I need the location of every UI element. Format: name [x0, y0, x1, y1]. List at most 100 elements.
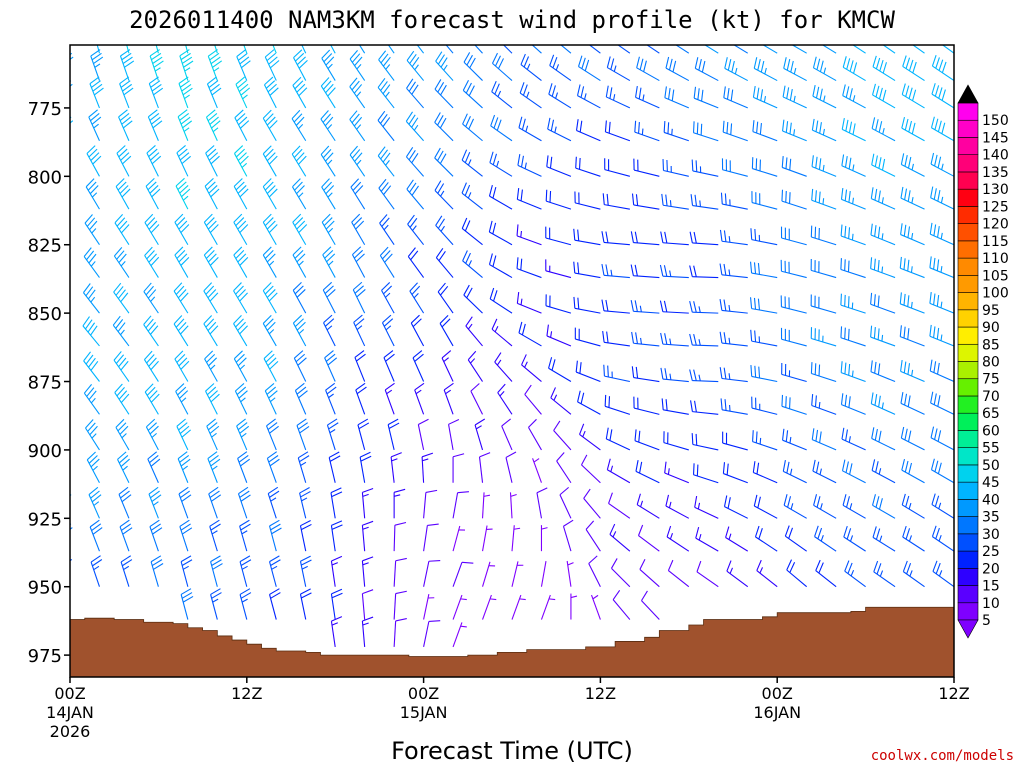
colorbar-min-arrow — [958, 620, 978, 638]
wind-barb — [322, 214, 335, 245]
y-tick-label: 875 — [28, 373, 62, 394]
wind-barb — [292, 146, 306, 176]
wind-barb — [175, 247, 189, 278]
wind-barb — [234, 351, 246, 382]
wind-barb — [394, 522, 406, 551]
colorbar-label: 20 — [982, 561, 1000, 577]
wind-barb — [842, 154, 866, 176]
wind-barb — [662, 194, 689, 209]
wind-barb — [690, 301, 719, 313]
wind-barb — [751, 228, 777, 244]
wind-barb — [691, 194, 718, 209]
wind-barb — [783, 120, 807, 141]
wind-barb — [607, 57, 630, 81]
wind-barb — [812, 189, 836, 209]
wind-barb — [636, 460, 659, 483]
wind-barb — [720, 264, 748, 278]
wind-barb — [841, 188, 865, 209]
wind-barb — [413, 351, 424, 382]
wind-barb — [751, 297, 778, 313]
wind-barb — [667, 526, 689, 551]
wind-barb — [665, 86, 689, 107]
wind-barb — [211, 556, 223, 587]
wind-barb — [517, 292, 541, 313]
wind-barb — [537, 488, 547, 518]
wind-barb — [331, 488, 342, 518]
wind-barb — [293, 282, 305, 313]
wind-barb — [546, 259, 571, 277]
wind-barb — [696, 527, 719, 551]
wind-barb — [930, 292, 954, 313]
wind-barb — [483, 562, 496, 587]
wind-barb — [636, 86, 660, 108]
wind-barb — [666, 495, 689, 518]
wind-barb — [843, 84, 866, 107]
wind-barb — [576, 157, 601, 177]
wind-barb — [435, 148, 453, 176]
wind-barb — [424, 561, 441, 587]
wind-barb — [418, 419, 428, 450]
wind-barb — [578, 391, 601, 415]
wind-barb — [453, 562, 473, 586]
wind-barb — [610, 524, 630, 551]
wind-barb — [238, 487, 250, 518]
wind-barb — [603, 331, 630, 346]
colorbar-label: 140 — [982, 148, 1009, 164]
wind-barb — [331, 556, 341, 586]
wind-barb — [119, 487, 131, 518]
wind-barb — [695, 57, 718, 80]
wind-barb — [180, 520, 192, 551]
wind-barb — [512, 525, 520, 551]
wind-barb — [453, 526, 465, 551]
wind-barb — [557, 452, 571, 482]
wind-barb — [811, 327, 836, 346]
wind-barb — [292, 179, 305, 210]
wind-barb — [694, 121, 719, 140]
wind-barb — [631, 300, 659, 313]
wind-barb — [841, 361, 865, 381]
wind-barb — [571, 594, 577, 620]
wind-barb — [720, 367, 748, 381]
wind-barb — [115, 214, 129, 244]
wind-barb — [522, 354, 542, 381]
wind-barb — [872, 427, 895, 450]
wind-barb — [145, 247, 159, 277]
wind-barb — [903, 56, 925, 81]
colorbar-label: 115 — [982, 234, 1009, 250]
wind-barb — [567, 561, 573, 587]
wind-barb — [694, 463, 719, 482]
plot-area — [53, 22, 954, 677]
x-tick-label: 00Z — [762, 684, 793, 703]
colorbar-label: 70 — [982, 389, 1000, 405]
wind-barb — [574, 229, 601, 245]
wind-barb — [483, 492, 490, 518]
wind-barb — [205, 178, 219, 209]
wind-barb — [490, 152, 512, 177]
colorbar-label: 5 — [982, 613, 991, 629]
wind-barb — [901, 187, 925, 209]
wind-barb — [842, 428, 866, 450]
wind-barb — [498, 384, 512, 414]
wind-barb — [519, 117, 542, 141]
chart-title: 2026011400 NAM3KM forecast wind profile … — [129, 6, 895, 34]
wind-barb — [436, 248, 453, 277]
colorbar-label: 30 — [982, 527, 1000, 543]
wind-barb — [541, 525, 547, 551]
y-tick-label: 825 — [28, 236, 62, 257]
wind-barb — [83, 283, 99, 313]
wind-barb — [177, 145, 191, 176]
wind-barb — [662, 398, 689, 414]
wind-barb — [932, 83, 954, 108]
wind-barb — [782, 328, 807, 346]
wind-barb — [379, 179, 394, 209]
wind-barb — [179, 487, 191, 518]
wind-barb — [178, 110, 192, 141]
wind-barb — [549, 83, 571, 108]
wind-barb — [85, 420, 99, 450]
wind-barb — [843, 494, 866, 518]
wind-barb — [782, 363, 807, 382]
wind-barb — [408, 215, 424, 245]
wind-barb — [635, 429, 659, 450]
wind-barb — [517, 188, 541, 209]
